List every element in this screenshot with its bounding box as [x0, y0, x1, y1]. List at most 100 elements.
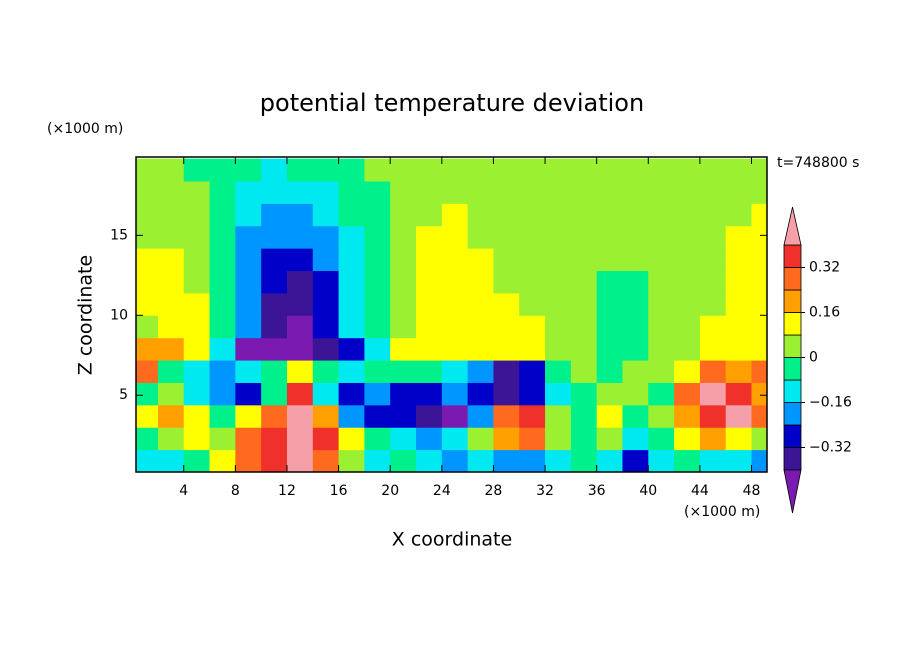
cell — [136, 337, 159, 361]
cell — [235, 292, 262, 316]
cell — [674, 292, 701, 316]
cell — [416, 225, 443, 249]
cell — [699, 292, 727, 316]
cell — [725, 203, 753, 227]
cell — [545, 449, 572, 472]
cell — [136, 315, 159, 339]
colorbar-box — [783, 289, 802, 313]
cell — [648, 427, 675, 451]
cell — [545, 225, 572, 249]
cell — [261, 382, 288, 406]
cell — [596, 337, 623, 361]
cell — [622, 203, 649, 227]
cell — [699, 203, 727, 227]
cell — [751, 225, 767, 249]
cell — [286, 203, 314, 227]
cell — [312, 382, 340, 406]
cell — [725, 292, 753, 316]
colorbar-label: 0 — [809, 350, 818, 366]
cell — [390, 248, 417, 272]
cell — [157, 449, 185, 472]
cell — [570, 360, 598, 383]
cell — [467, 180, 494, 204]
cell — [441, 337, 469, 361]
cell — [416, 449, 443, 472]
cell — [312, 158, 340, 182]
cell — [136, 427, 159, 451]
cell — [622, 360, 649, 383]
cell — [312, 292, 340, 316]
cell — [725, 404, 753, 428]
cell — [235, 315, 262, 339]
cell — [622, 449, 649, 472]
colorbar-box — [783, 334, 802, 358]
cell — [286, 427, 314, 451]
cell — [699, 427, 727, 451]
cell — [312, 180, 340, 204]
colorbar-label: −0.32 — [809, 440, 852, 456]
cell — [441, 427, 469, 451]
cell — [286, 449, 314, 472]
cell — [545, 248, 572, 272]
cell — [622, 158, 649, 182]
cell — [467, 248, 494, 272]
cell — [312, 337, 340, 361]
cell — [235, 449, 262, 472]
cell — [725, 427, 753, 451]
cell — [596, 449, 623, 472]
colorbar-label: 0.32 — [809, 260, 840, 276]
cell — [338, 292, 365, 316]
cell — [286, 180, 314, 204]
cell — [699, 270, 727, 294]
cell — [209, 337, 236, 361]
cell — [596, 427, 623, 451]
plot-frame — [135, 156, 768, 473]
cell — [157, 180, 185, 204]
cell — [674, 404, 701, 428]
cell — [183, 315, 211, 339]
cell — [390, 158, 417, 182]
cell — [467, 315, 494, 339]
cell — [545, 337, 572, 361]
cell — [699, 248, 727, 272]
x-tick-label: 8 — [231, 483, 240, 499]
cell — [699, 360, 727, 383]
cell — [519, 292, 546, 316]
cell — [493, 180, 520, 204]
cell — [751, 449, 767, 472]
cell — [183, 427, 211, 451]
cell — [136, 404, 159, 428]
cell — [338, 315, 365, 339]
cell — [235, 248, 262, 272]
cell — [519, 158, 546, 182]
cell — [136, 449, 159, 472]
cell — [493, 360, 520, 383]
cell — [699, 315, 727, 339]
cell — [441, 449, 469, 472]
cell — [261, 158, 288, 182]
cell — [622, 292, 649, 316]
cell — [648, 158, 675, 182]
colorbar-box — [783, 402, 802, 426]
cell — [261, 337, 288, 361]
cell — [235, 158, 262, 182]
cell — [648, 449, 675, 472]
x-tick-label: 32 — [536, 483, 554, 499]
cell — [364, 382, 391, 406]
cell — [261, 292, 288, 316]
x-tick-label: 40 — [639, 483, 657, 499]
cell — [312, 404, 340, 428]
cell — [209, 248, 236, 272]
cell — [261, 360, 288, 383]
cell — [364, 427, 391, 451]
colorbar-box — [783, 357, 802, 381]
cell — [390, 270, 417, 294]
cell — [286, 248, 314, 272]
cell — [235, 360, 262, 383]
cell — [725, 315, 753, 339]
cell — [364, 292, 391, 316]
cell — [235, 337, 262, 361]
cell — [157, 292, 185, 316]
cell — [570, 449, 598, 472]
cell — [441, 248, 469, 272]
